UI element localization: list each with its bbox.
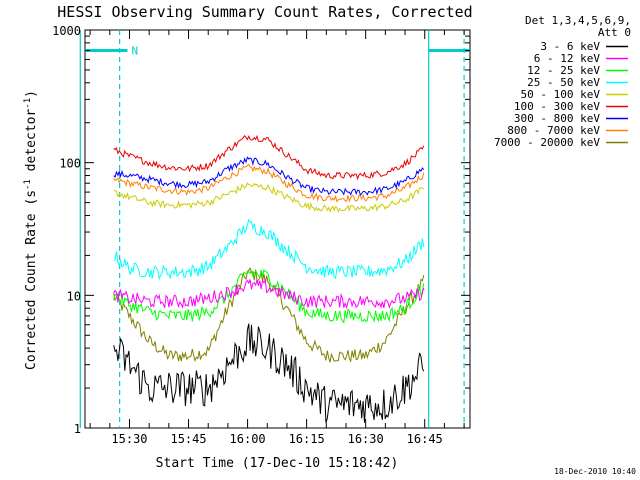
y-axis: 1 10 100 1000 <box>52 24 470 436</box>
legend-label: 3 - 6 keV <box>540 40 600 53</box>
plot-frame <box>84 29 471 429</box>
chart-title: HESSI Observing Summary Count Rates, Cor… <box>57 3 472 21</box>
series-line-7000-20000-kev <box>113 267 425 363</box>
x-axis: 15:30 15:45 16:00 16:15 16:30 16:45 <box>89 30 465 446</box>
legend-label: 300 - 800 keV <box>514 112 600 125</box>
x-tick-label: 15:30 <box>111 432 147 446</box>
legend-label: 7000 - 20000 keV <box>494 136 600 149</box>
plot-area: N <box>79 29 471 429</box>
x-tick-label: 16:15 <box>289 432 325 446</box>
series-line-800-7000-kev <box>113 163 425 203</box>
legend-header-line-2: Att 0 <box>598 26 631 39</box>
series-line-100-300-kev <box>113 134 425 181</box>
x-tick-label: 16:45 <box>407 432 443 446</box>
series-layer <box>113 134 425 423</box>
legend-label: 12 - 25 keV <box>527 64 600 77</box>
y-axis-label: Corrected Count Rate (s-1 detector-1) <box>23 90 39 370</box>
series-line-300-800-kev <box>113 156 425 196</box>
x-tick-label: 16:30 <box>348 432 384 446</box>
series-line-50-100-kev <box>113 182 425 213</box>
legend-label: 6 - 12 keV <box>534 52 601 65</box>
y-tick-label: 10 <box>67 289 81 303</box>
legend-label: 100 - 300 keV <box>514 100 600 113</box>
y-tick-label: 1 <box>74 422 81 436</box>
x-tick-label: 15:45 <box>170 432 206 446</box>
legend-label: 800 - 7000 keV <box>507 124 600 137</box>
y-tick-label: 1000 <box>52 24 81 38</box>
x-tick-label: 16:00 <box>230 432 266 446</box>
x-axis-label: Start Time (17-Dec-10 15:18:42) <box>156 456 399 471</box>
guides-layer <box>79 30 470 428</box>
series-line-3-6-kev <box>113 323 425 423</box>
series-line-25-50-kev <box>113 218 425 281</box>
series-line-12-25-kev <box>113 268 425 324</box>
legend-header-line-1: Det 1,3,4,5,6,9, <box>525 14 631 27</box>
night-marker-label: N <box>132 45 139 58</box>
y-tick-label: 100 <box>59 157 81 171</box>
legend-label: 50 - 100 keV <box>521 88 601 101</box>
legend-label: 25 - 50 keV <box>527 76 600 89</box>
series-line-6-12-kev <box>113 279 425 310</box>
timestamp: 18-Dec-2010 10:40 <box>554 467 636 476</box>
